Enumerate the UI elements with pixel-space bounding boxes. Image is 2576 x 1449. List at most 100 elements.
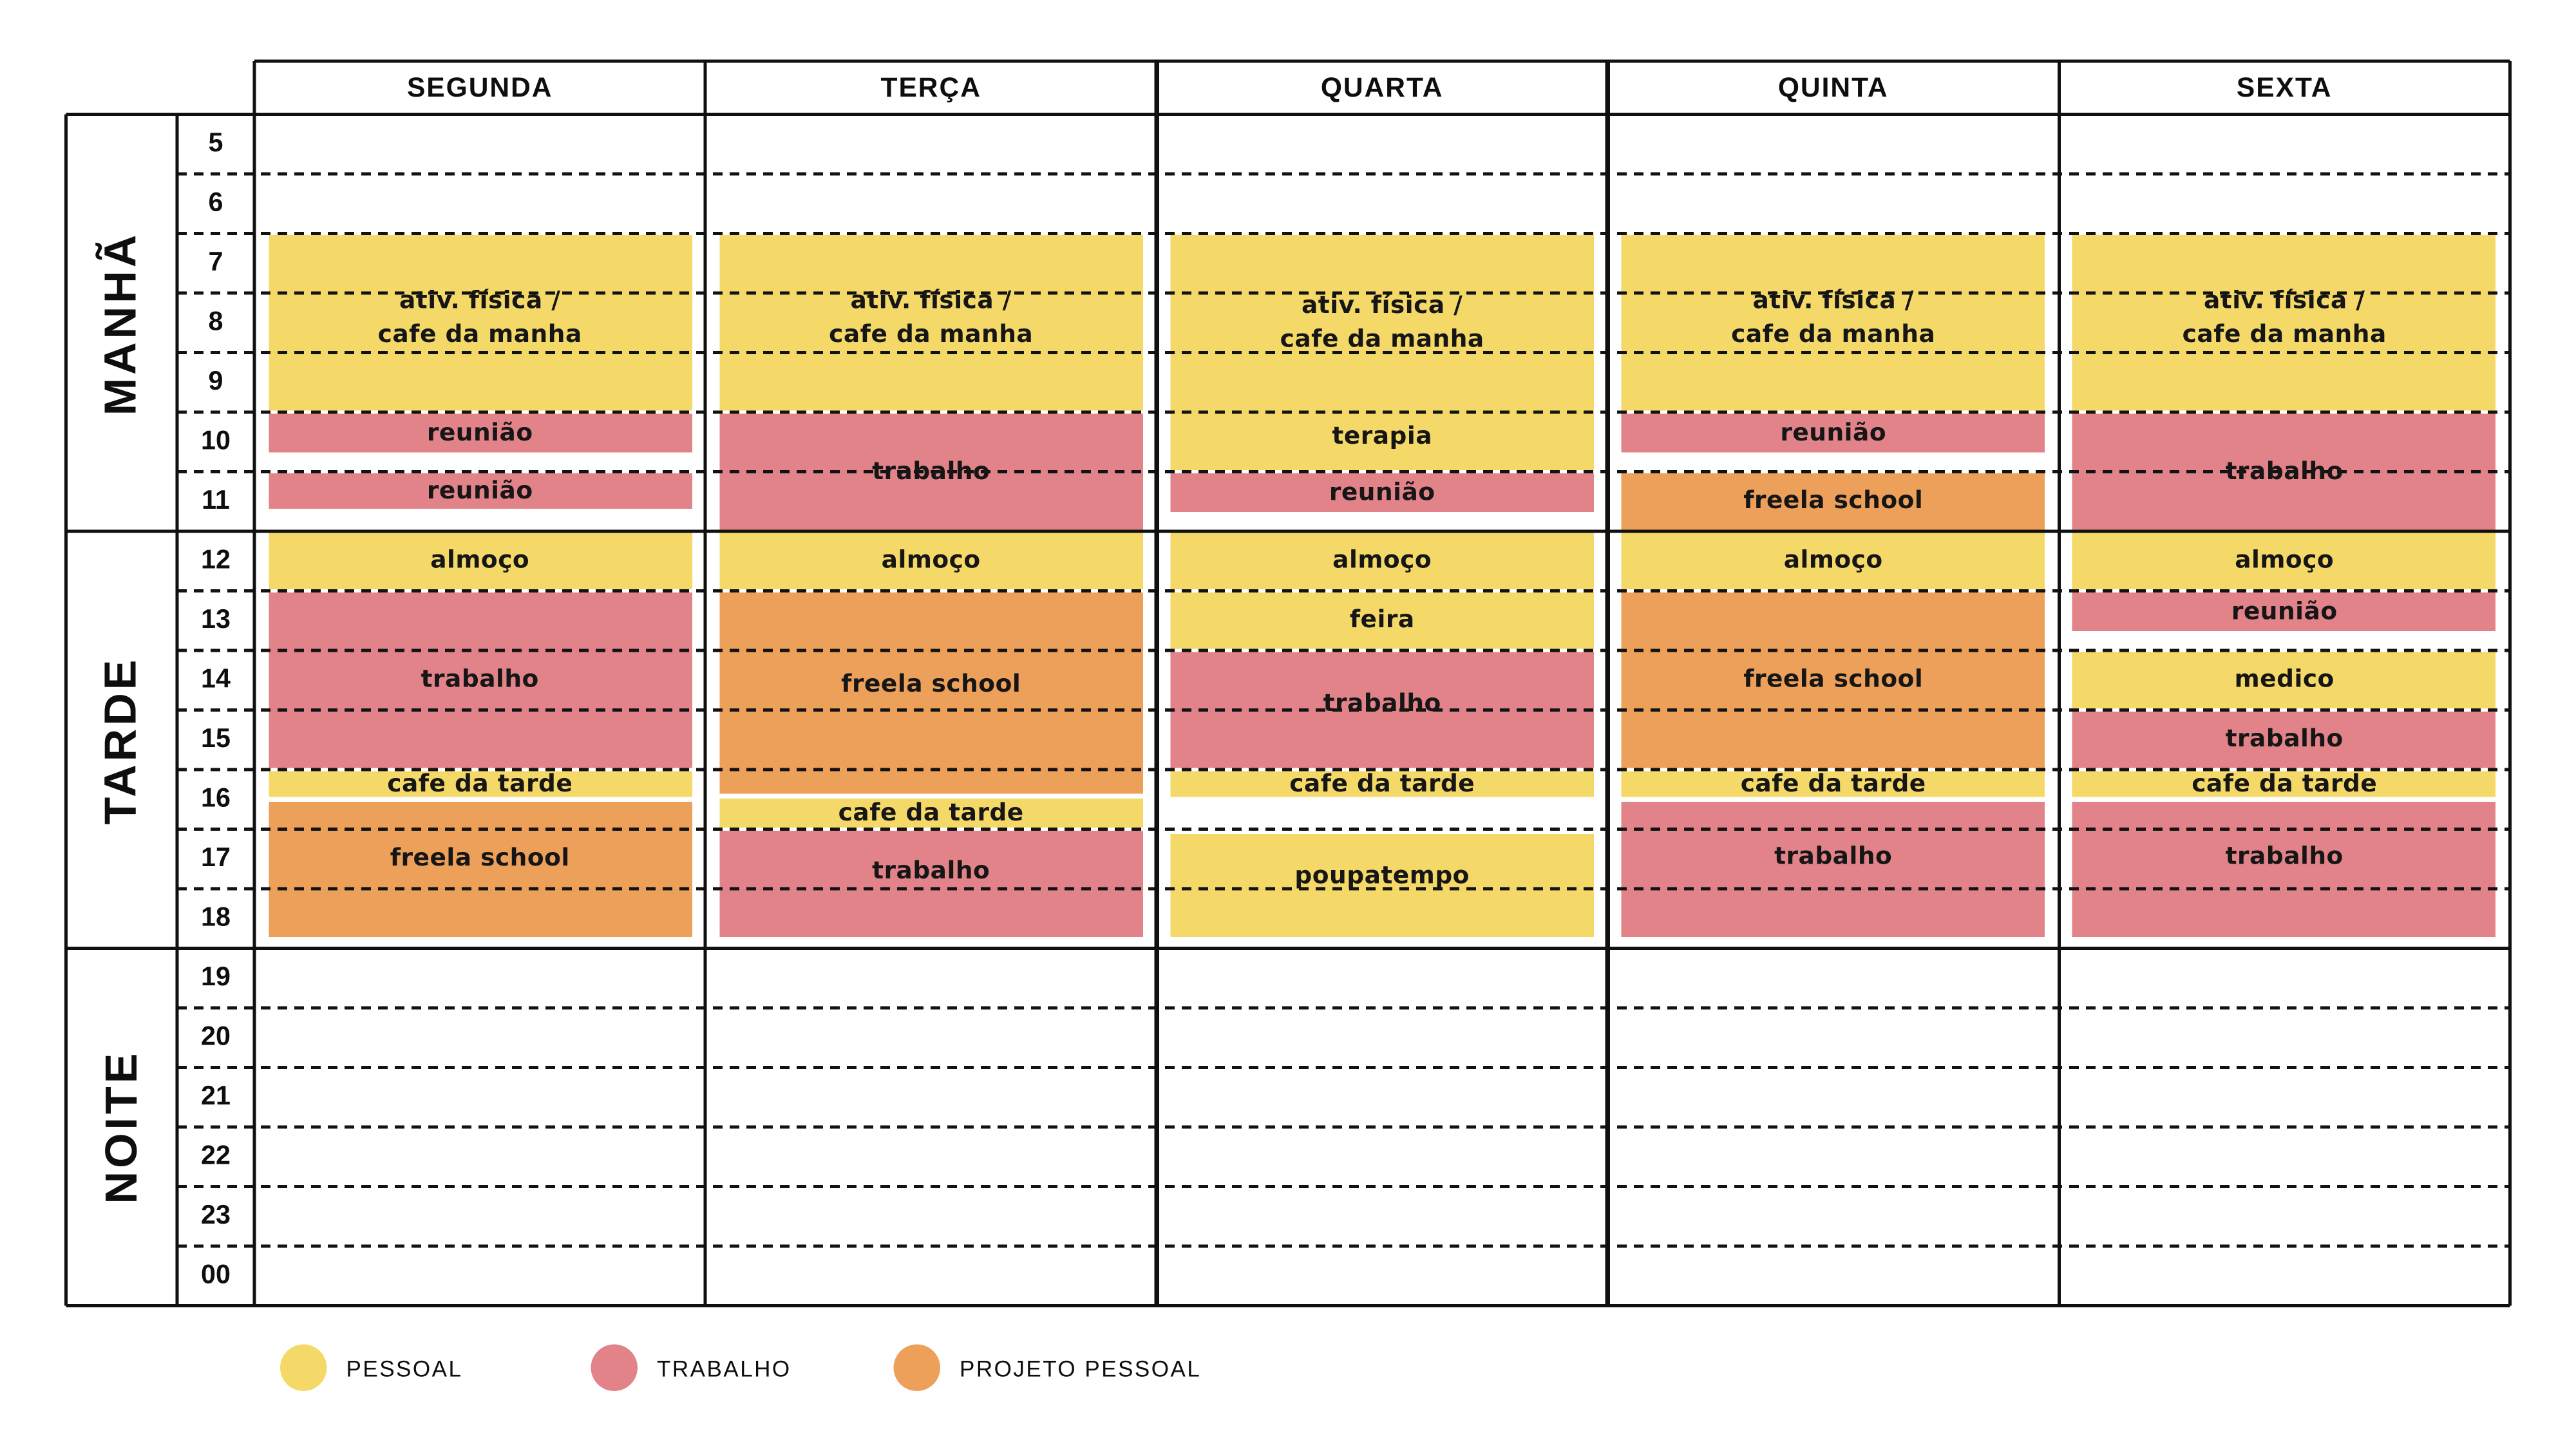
legend-item-trabalho: TRABALHO — [591, 1344, 791, 1391]
event-label: reunião — [426, 476, 533, 506]
section-label-noite: NOITE — [66, 949, 178, 1306]
event-label: almoço — [2235, 545, 2334, 575]
hour-gridline — [177, 351, 2510, 354]
event-label: cafe da tarde — [1289, 769, 1475, 799]
day-header-sexta: SEXTA — [2236, 71, 2333, 102]
hour-gridline — [177, 172, 2510, 176]
hour-label-00: 00 — [201, 1260, 231, 1290]
event-block: ativ. física / cafe da manha — [268, 235, 692, 410]
event-label: medico — [2234, 665, 2334, 694]
event-block: reunião — [2072, 592, 2497, 632]
hour-label-7: 7 — [208, 248, 223, 277]
schedule-grid: SEGUNDA TERÇA QUARTA QUINTA SEXTA MANHÃ 5 6 7 8 9 1… — [64, 59, 2512, 1308]
hour-label-16: 16 — [201, 784, 231, 813]
section-label-text: MANHÃ — [95, 231, 146, 415]
hour-gridline — [177, 1244, 2510, 1248]
event-block: freela school — [1621, 473, 2045, 529]
event-block: almoço — [268, 533, 692, 589]
event-block: trabalho — [2072, 712, 2497, 768]
event-block: terapia — [1170, 402, 1594, 469]
event-label: trabalho — [2225, 457, 2344, 486]
event-label: almoço — [430, 545, 530, 575]
hour-gridline — [177, 708, 2510, 712]
event-block: trabalho — [2072, 801, 2497, 938]
section-divider — [66, 945, 2510, 951]
event-label: trabalho — [2225, 840, 2344, 870]
event-label: trabalho — [421, 665, 539, 694]
event-label: freela school — [390, 843, 570, 873]
header-top-border — [254, 59, 2510, 64]
event-block: trabalho — [268, 592, 692, 768]
event-label: cafe da tarde — [2192, 769, 2378, 799]
hour-label-17: 17 — [201, 844, 231, 873]
event-block: almoço — [2072, 533, 2497, 589]
event-label: poupatempo — [1294, 860, 1470, 889]
event-label: cafe da tarde — [1740, 769, 1926, 799]
day-header-segunda: SEGUNDA — [406, 71, 553, 102]
grid-left-border — [64, 114, 68, 1306]
day-header-quinta: QUINTA — [1777, 71, 1889, 102]
legend-item-pessoal: PESSOAL — [280, 1344, 462, 1391]
event-label: trabalho — [1774, 840, 1893, 870]
hour-label-5: 5 — [208, 129, 223, 158]
event-label: freela school — [1743, 486, 1924, 516]
hour-gridline — [177, 649, 2510, 652]
hour-gridline — [177, 828, 2510, 831]
hour-label-18: 18 — [201, 903, 231, 933]
event-block: almoço — [1621, 533, 2045, 589]
event-label: trabalho — [2225, 724, 2344, 754]
event-block: trabalho — [719, 831, 1143, 938]
section-label-text: TARDE — [95, 656, 146, 824]
day-header-terça: TERÇA — [880, 71, 981, 102]
day-column-sexta: ativ. física / cafe da manha trabalho almo… — [2059, 115, 2510, 1306]
event-label: cafe da tarde — [387, 769, 573, 799]
event-block: reunião — [268, 473, 692, 509]
grid-top-border — [66, 111, 2510, 117]
event-block: freela school — [719, 592, 1143, 795]
hour-label-20: 20 — [201, 1022, 231, 1052]
event-block: cafe da tarde — [1621, 770, 2045, 799]
trabalho-color-dot — [591, 1344, 638, 1391]
hour-label-11: 11 — [202, 486, 230, 515]
event-block: freela school — [268, 801, 692, 938]
hour-gridline — [177, 589, 2510, 592]
projeto-pessoal-color-dot — [893, 1344, 940, 1391]
event-label: almoço — [1783, 545, 1883, 575]
section-label-manhã: MANHÃ — [66, 115, 178, 532]
event-label: terapia — [1332, 421, 1433, 450]
event-block: ativ. física / cafe da manha — [2072, 235, 2497, 410]
hour-gridline — [177, 410, 2510, 414]
event-block: cafe da tarde — [268, 770, 692, 799]
day-column-divider — [1155, 61, 1159, 1306]
event-block: ativ. física / cafe da manha — [1170, 235, 1595, 470]
day-column-divider — [703, 61, 708, 1306]
hour-gridline — [177, 1066, 2510, 1069]
event-block: cafe da tarde — [1170, 770, 1595, 799]
event-block: cafe da tarde — [2072, 770, 2497, 799]
event-label: feira — [1349, 605, 1415, 635]
event-label: reunião — [426, 417, 533, 447]
event-label: ativ. física / cafe da manha — [2182, 285, 2387, 348]
hour-gridline — [177, 887, 2510, 891]
day-column-divider — [1605, 61, 1610, 1306]
event-label: trabalho — [872, 457, 990, 486]
event-block: trabalho — [1170, 652, 1595, 768]
event-label: ativ. física / cafe da manha — [829, 285, 1034, 348]
day-header-quarta: QUARTA — [1320, 71, 1444, 102]
hour-gridline — [177, 232, 2510, 235]
event-block: reunião — [1170, 473, 1595, 512]
hour-label-21: 21 — [201, 1082, 231, 1111]
event-block: cafe da tarde — [719, 798, 1143, 828]
hour-gridline — [177, 291, 2510, 295]
day-column-quinta: ativ. física / cafe da manha reunião freel… — [1607, 115, 2058, 1306]
legend-label: TRABALHO — [657, 1354, 791, 1381]
hour-label-23: 23 — [201, 1201, 231, 1230]
hour-label-12: 12 — [201, 545, 231, 575]
legend-item-projeto-pessoal: PROJETO PESSOAL — [893, 1344, 1202, 1391]
event-label: reunião — [1329, 477, 1435, 507]
event-block: trabalho — [2072, 413, 2497, 529]
event-label: almoço — [881, 545, 981, 575]
hour-gridline — [177, 768, 2510, 772]
hour-label-6: 6 — [208, 188, 223, 218]
